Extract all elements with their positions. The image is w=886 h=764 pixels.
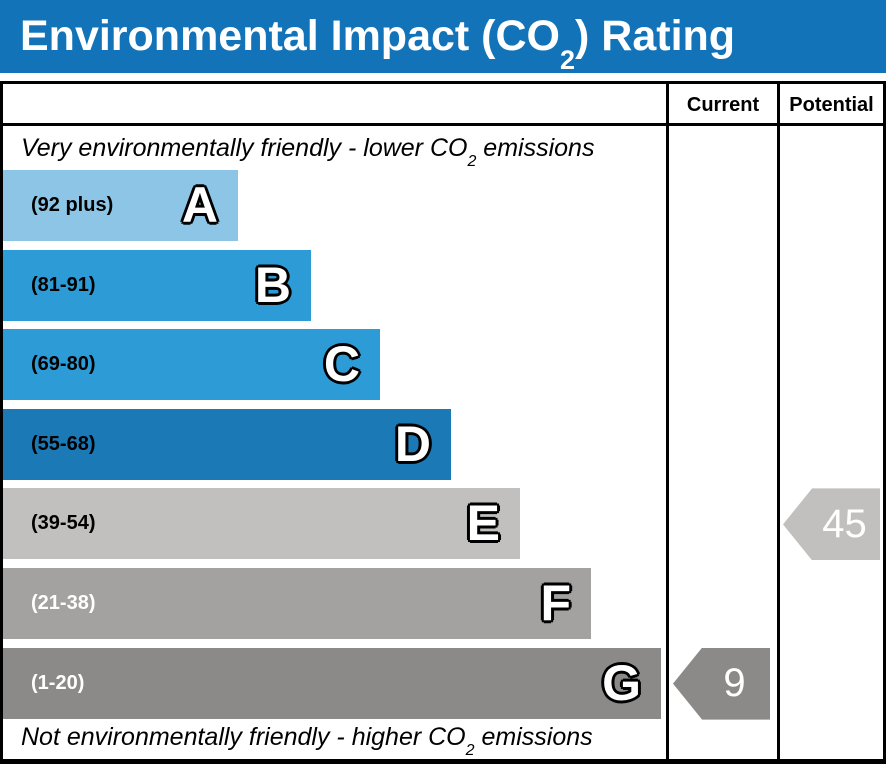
table-body: Very environmentally friendly - lower CO… [3, 126, 883, 759]
rating-table: Current Potential Very environmentally f… [0, 81, 886, 764]
top-annotation-suffix: emissions [476, 134, 595, 162]
band-f-letter: F [540, 574, 571, 631]
current-column-header: Current [686, 94, 760, 116]
bottom-annotation-text: Not environmentally friendly - higher CO [21, 722, 466, 751]
current-rating-value: 9 [723, 661, 746, 706]
band-d-letter: D [394, 415, 431, 472]
chart-title-text-suffix: ) Rating [575, 12, 736, 60]
band-d-bar: (55-68) D [3, 408, 451, 480]
band-f-range-label: (21-38) [31, 591, 96, 614]
band-d-range-label: (55-68) [31, 432, 96, 455]
band-g-bar: (1-20) G [3, 647, 661, 719]
top-annotation: Very environmentally friendly - lower CO… [3, 126, 883, 170]
chart-title-text: Environmental Impact (CO [20, 12, 560, 60]
current-rating-arrow: 9 [673, 647, 770, 720]
band-c-letter: C [323, 336, 360, 393]
band-c-bar: (69-80) C [3, 329, 380, 401]
current-column-divider [666, 84, 669, 759]
bottom-annotation: Not environmentally friendly - higher CO… [3, 719, 883, 759]
potential-rating-value: 45 [822, 501, 867, 546]
chart-title: Environmental Impact (CO2) Rating [20, 12, 736, 73]
band-e-letter: E [466, 495, 500, 552]
band-a-range-label: (92 plus) [31, 194, 114, 216]
band-c-range-label: (69-80) [31, 353, 96, 376]
band-b-letter: B [254, 256, 291, 313]
top-annotation-text: Very environmentally friendly - lower CO [21, 134, 468, 162]
potential-rating-arrow: 45 [783, 488, 880, 561]
band-b-range-label: (81-91) [31, 273, 96, 296]
band-g-range-label: (1-20) [31, 671, 85, 694]
potential-column-divider [777, 84, 780, 759]
top-annotation-subscript: 2 [467, 153, 477, 170]
band-g-letter: G [602, 654, 641, 711]
table-header-row: Current Potential [3, 84, 883, 126]
potential-column-header: Potential [789, 94, 874, 116]
chart-title-subscript: 2 [559, 44, 576, 75]
band-f-bar: (21-38) F [3, 567, 591, 639]
band-a-letter: A [181, 177, 218, 233]
bottom-annotation-subscript: 2 [465, 741, 475, 759]
band-a-bar: (92 plus) A [3, 170, 238, 241]
band-e-range-label: (39-54) [31, 512, 96, 535]
band-b-bar: (81-91) B [3, 249, 311, 321]
bottom-annotation-suffix: emissions [474, 722, 593, 751]
chart-title-bar: Environmental Impact (CO2) Rating [0, 0, 886, 73]
band-e-bar: (39-54) E [3, 488, 520, 560]
